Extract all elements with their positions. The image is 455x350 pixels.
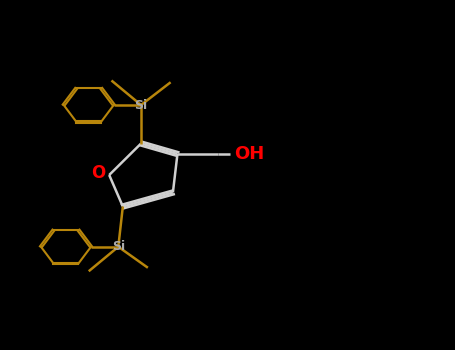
Text: O: O	[91, 164, 105, 182]
Text: Si: Si	[135, 98, 147, 112]
Text: Si: Si	[112, 240, 125, 253]
Text: OH: OH	[234, 145, 264, 163]
